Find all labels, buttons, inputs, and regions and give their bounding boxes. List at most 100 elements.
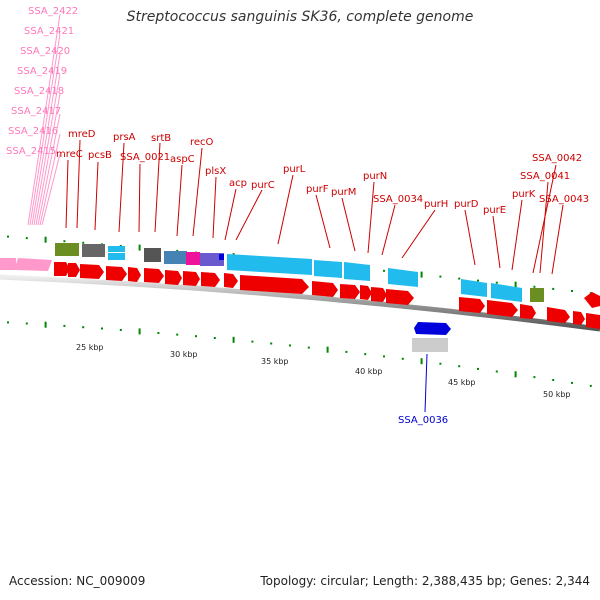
minor-tick xyxy=(307,346,310,349)
minor-tick xyxy=(589,384,592,387)
blue-gene-feature xyxy=(461,279,487,297)
gene-label: mreC xyxy=(56,149,83,160)
scale-label: 25 kbp xyxy=(76,343,104,352)
red-gene-arrow xyxy=(487,300,518,317)
genome-summary-label: Topology: circular; Length: 2,388,435 bp… xyxy=(260,574,590,588)
major-tick xyxy=(232,336,235,343)
minor-tick xyxy=(495,281,498,284)
major-tick xyxy=(326,346,329,353)
minor-tick xyxy=(25,237,28,240)
minor-tick xyxy=(439,362,442,365)
dark-blue-gene-feature xyxy=(219,254,224,260)
pink-gene-labels: SSA_2422 SSA_2421 SSA_2420 SSA_2419 SSA_… xyxy=(6,6,78,157)
gene-label: purK xyxy=(512,189,536,200)
minor-tick xyxy=(270,342,273,345)
gene-label: purN xyxy=(363,171,387,182)
gene-label: SSA_2421 xyxy=(24,26,74,37)
red-gene-arrow xyxy=(340,284,360,299)
gene-label: SSA_2418 xyxy=(14,86,64,97)
accession-label: Accession: NC_009009 xyxy=(9,574,146,588)
light-gray-gene-feature xyxy=(412,338,448,352)
gene-label: purM xyxy=(331,187,356,198)
gene-label: SSA_0034 xyxy=(373,194,423,205)
blue-gene-feature xyxy=(108,253,125,260)
gene-label: SSA_0042 xyxy=(532,153,582,164)
minor-tick xyxy=(82,241,85,244)
pink-gene-feature xyxy=(0,258,16,270)
minor-tick xyxy=(195,335,197,338)
red-leader-lines xyxy=(65,139,564,275)
major-tick xyxy=(514,371,517,378)
pink-gene-feature xyxy=(14,258,52,271)
gene-label: plsX xyxy=(205,166,226,177)
genome-backbone xyxy=(0,274,600,332)
outer-features xyxy=(0,243,544,302)
red-gene-arrow xyxy=(584,292,600,308)
dark-blue-gene-feature xyxy=(414,322,451,335)
red-gene-arrow xyxy=(68,263,80,277)
scale-label: 35 kbp xyxy=(261,357,289,366)
gene-label: SSA_2416 xyxy=(8,126,58,137)
red-gene-arrow xyxy=(106,266,127,281)
steelblue-gene-feature xyxy=(164,251,187,264)
minor-tick xyxy=(176,333,179,336)
scale-label: 30 kbp xyxy=(170,350,198,359)
blue-gene-feature xyxy=(491,283,522,302)
gene-label: acp xyxy=(229,178,247,189)
red-gene-arrow xyxy=(183,271,200,286)
gene-label: prsA xyxy=(113,132,136,143)
gene-label: SSA_2422 xyxy=(28,6,78,17)
gene-label: purD xyxy=(454,199,479,210)
minor-tick xyxy=(458,365,461,368)
gene-label: purH xyxy=(424,199,448,210)
red-gene-arrow xyxy=(547,307,570,323)
gene-label: SSA_2420 xyxy=(20,46,70,57)
gene-label: SSA_2417 xyxy=(11,106,61,117)
minor-tick xyxy=(251,340,254,343)
gene-label: aspC xyxy=(170,154,195,165)
gene-label: pcsB xyxy=(88,150,112,161)
purple-gene-feature xyxy=(200,253,224,266)
minor-tick xyxy=(495,370,498,373)
minor-tick xyxy=(63,324,66,327)
red-gene-arrow xyxy=(520,304,536,319)
page-title: Streptococcus sanguinis SK36, complete g… xyxy=(126,9,474,25)
red-gene-arrow xyxy=(459,297,485,313)
minor-tick xyxy=(119,329,122,331)
red-gene-arrow xyxy=(573,311,585,325)
red-gene-arrow xyxy=(144,268,164,283)
minor-tick xyxy=(571,290,573,292)
major-tick xyxy=(514,281,517,288)
minor-tick xyxy=(477,279,479,282)
major-tick xyxy=(138,328,141,335)
minor-tick xyxy=(7,235,9,238)
red-gene-arrow xyxy=(312,281,338,297)
minor-tick xyxy=(176,249,179,252)
gene-label: SSA_0041 xyxy=(520,171,570,182)
scale-label: 50 kbp xyxy=(543,390,571,399)
scale-label: 40 kbp xyxy=(355,367,383,376)
minor-tick xyxy=(345,350,348,353)
blue-gene-feature xyxy=(108,246,125,252)
minor-tick xyxy=(533,376,536,379)
minor-tick xyxy=(7,321,9,324)
minor-tick xyxy=(552,379,555,381)
red-gene-arrow xyxy=(386,289,414,305)
minor-tick xyxy=(101,327,103,330)
scale-label: 45 kbp xyxy=(448,378,476,387)
red-gene-arrow xyxy=(586,313,600,329)
major-tick xyxy=(420,358,423,365)
minor-tick xyxy=(364,353,367,356)
gene-label: purC xyxy=(251,180,275,191)
inner-ticks xyxy=(7,321,592,387)
red-gene-arrow xyxy=(165,270,182,285)
blue-gene-feature xyxy=(227,254,312,275)
minor-tick xyxy=(383,355,385,358)
magenta-gene-feature xyxy=(186,252,200,265)
red-gene-arrow xyxy=(201,272,220,287)
blue-leader-line xyxy=(424,353,428,413)
minor-tick xyxy=(25,322,28,325)
minor-tick xyxy=(439,275,442,278)
minor-tick xyxy=(213,337,216,339)
minor-tick xyxy=(533,285,536,288)
